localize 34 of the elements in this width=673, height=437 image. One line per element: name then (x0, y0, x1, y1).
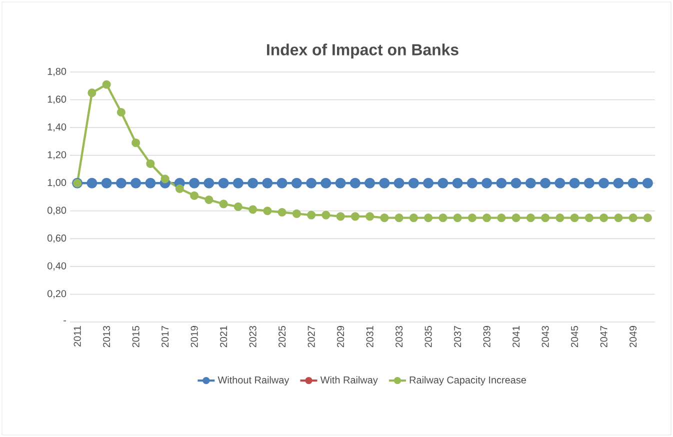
x-tick-label: 2025 (278, 326, 286, 348)
y-tick-label: 1,20 (48, 151, 66, 160)
x-tick-label: 2039 (483, 326, 490, 348)
legend-label: Without Railway (218, 376, 290, 386)
x-tick-label: 2019 (190, 326, 198, 348)
x-tick-label: 2041 (512, 326, 520, 348)
y-tick-label: 0,80 (47, 206, 66, 216)
chart-title: Index of Impact on Banks (267, 44, 458, 59)
x-tick-label: 2049 (630, 326, 637, 348)
x-tick-label: 2017 (162, 326, 169, 348)
legend-label: Railway Capacity Increase (410, 376, 526, 386)
x-tick-label: 2043 (542, 326, 549, 348)
y-tick-label: 1,40 (48, 123, 66, 132)
x-tick-label: 2033 (396, 326, 403, 348)
x-tick-label: 2047 (600, 326, 608, 348)
x-tick-label: 2045 (571, 326, 578, 348)
y-tick-label: 0,20 (47, 290, 66, 298)
y-tick-label: - (64, 320, 66, 322)
x-tick-label: 2029 (337, 326, 344, 348)
x-tick-label: 2035 (424, 326, 432, 348)
x-tick-label: 2031 (366, 326, 374, 348)
x-tick-label: 2015 (132, 326, 140, 348)
y-tick-label: 1,80 (48, 68, 66, 76)
y-tick-label: 0,40 (47, 262, 66, 271)
x-tick-label: 2027 (308, 326, 315, 348)
y-tick-label: 1,00 (48, 178, 66, 188)
x-tick-label: 2037 (454, 326, 462, 348)
x-tick-label: 2011 (74, 326, 81, 346)
legend-label: With Railway (320, 376, 378, 386)
x-tick-label: 2013 (103, 326, 110, 348)
x-tick-label: 2021 (220, 326, 228, 348)
x-tick-label: 2023 (249, 326, 256, 348)
y-tick-label: 1,60 (48, 96, 66, 104)
y-tick-label: 0,60 (47, 234, 66, 243)
